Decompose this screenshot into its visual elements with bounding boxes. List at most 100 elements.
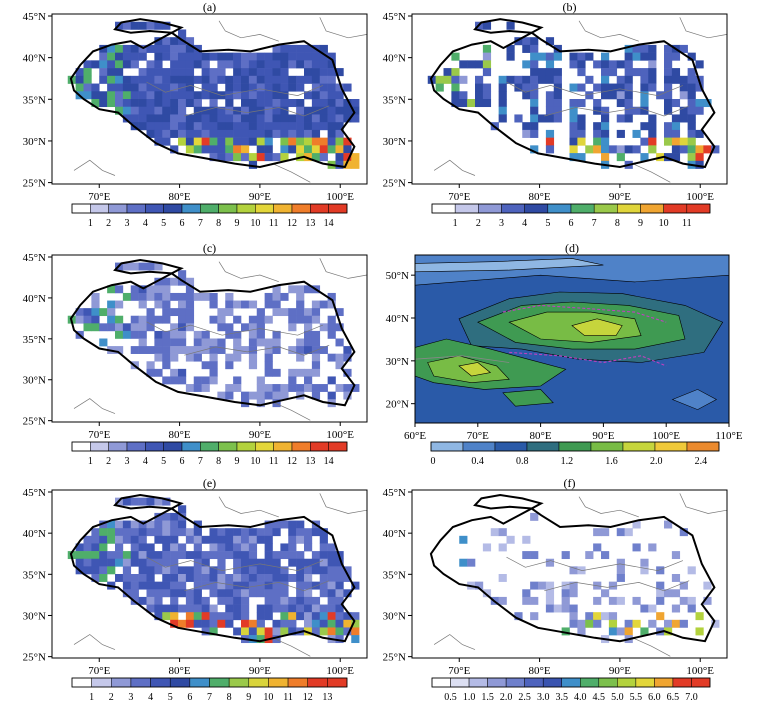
grid-cell (248, 129, 258, 138)
grid-cell (624, 114, 633, 123)
grid-cell (107, 528, 116, 537)
grid-cell (264, 368, 273, 377)
grid-cell (248, 83, 258, 92)
country-border (506, 556, 684, 571)
grid-cell (687, 153, 696, 162)
grid-cell (601, 145, 610, 154)
grid-cell (664, 589, 673, 598)
grid-cell (311, 145, 321, 154)
grid-cell (280, 83, 289, 92)
grid-cell (241, 543, 250, 552)
grid-cell (256, 612, 265, 621)
grid-cell (616, 528, 625, 537)
grid-cell (569, 145, 578, 154)
grid-cell (311, 361, 321, 370)
grid-cell (107, 285, 116, 294)
grid-cell (272, 574, 281, 582)
grid-cell (162, 558, 171, 567)
lon-tick-label: 100°E (686, 191, 714, 203)
grid-cell (130, 543, 139, 552)
grid-cell (162, 68, 171, 77)
colorbar-swatch (145, 203, 164, 214)
colorbar-label: 1.2 (561, 456, 574, 467)
grid-cell (264, 627, 273, 636)
grid-cell (264, 75, 273, 84)
grid-cell (304, 612, 313, 621)
colorbar-swatch (622, 441, 656, 452)
grid-cell (146, 99, 155, 108)
grid-cell (233, 122, 242, 131)
grid-cell (601, 106, 610, 115)
lon-tick-label: 100°E (652, 430, 680, 442)
panel-f: (f)45°N40°N35°N30°N25°N70°E 80°E 90°E 100°E… (383, 476, 728, 703)
country-border (146, 556, 324, 571)
grid-cell (304, 75, 313, 84)
grid-cell (311, 153, 321, 162)
grid-cell (648, 543, 657, 552)
grid-cell (146, 574, 155, 582)
grid-cell (288, 323, 297, 332)
grid-cell (201, 91, 210, 100)
grid-cell (311, 52, 321, 61)
grid-cell (632, 44, 641, 53)
grid-cell (115, 300, 124, 309)
grid-cell (122, 60, 132, 69)
grid-cell (288, 376, 297, 385)
grid-cell (593, 596, 602, 605)
grid-cell (248, 535, 258, 544)
grid-cell (217, 75, 226, 84)
lon-tick-label: 90°E (249, 429, 271, 441)
grid-cell (225, 300, 234, 309)
grid-cell (640, 68, 649, 77)
grid-cell (664, 75, 673, 84)
grid-cell (343, 346, 352, 354)
grid-cell (311, 137, 321, 146)
colorbar-swatch (228, 677, 250, 688)
grid-cell (327, 353, 336, 362)
grid-cell (256, 145, 265, 154)
grid-cell (304, 153, 313, 162)
grid-cell (75, 83, 84, 92)
grid-cell (154, 83, 163, 92)
grid-cell (288, 627, 297, 636)
grid-cell (146, 323, 155, 332)
lat-tick-label: 25°N (383, 178, 406, 190)
grid-cell (561, 596, 570, 605)
grid-cell (107, 308, 116, 317)
grid-cell (475, 83, 484, 92)
grid-cell (130, 21, 139, 30)
grid-cell (280, 619, 289, 628)
grid-cell (280, 581, 289, 590)
lat-tick-label: 45°N (383, 487, 406, 499)
grid-cell (616, 60, 625, 69)
grid-cell (201, 361, 210, 370)
map-frame (414, 254, 730, 424)
grid-cell (601, 68, 610, 77)
grid-cell (201, 129, 210, 138)
grid-cell (311, 612, 321, 621)
grid-cell (217, 145, 226, 154)
grid-cell (99, 68, 108, 77)
grid-cell (335, 68, 344, 77)
grid-cell (201, 106, 210, 115)
grid-cell (703, 99, 712, 108)
grid-cell (248, 315, 258, 324)
colorbar-label: 8 (216, 218, 221, 229)
grid-cell (185, 75, 195, 84)
grid-cell (280, 627, 289, 636)
grid-cell (272, 566, 281, 575)
grid-cell (217, 619, 226, 628)
grid-cell (91, 323, 100, 332)
colorbar-swatch (273, 203, 293, 214)
colorbar-swatch (71, 441, 91, 452)
grid-cell (280, 137, 289, 146)
grid-cell (616, 566, 625, 575)
grid-cell (459, 535, 468, 544)
grid-cell (514, 75, 523, 84)
grid-cell (162, 338, 171, 347)
grid-cell (185, 145, 195, 154)
grid-cell (146, 315, 155, 324)
grid-cell (107, 99, 116, 108)
lat-tick-label: 40°N (23, 528, 46, 540)
grid-cell (115, 285, 124, 294)
